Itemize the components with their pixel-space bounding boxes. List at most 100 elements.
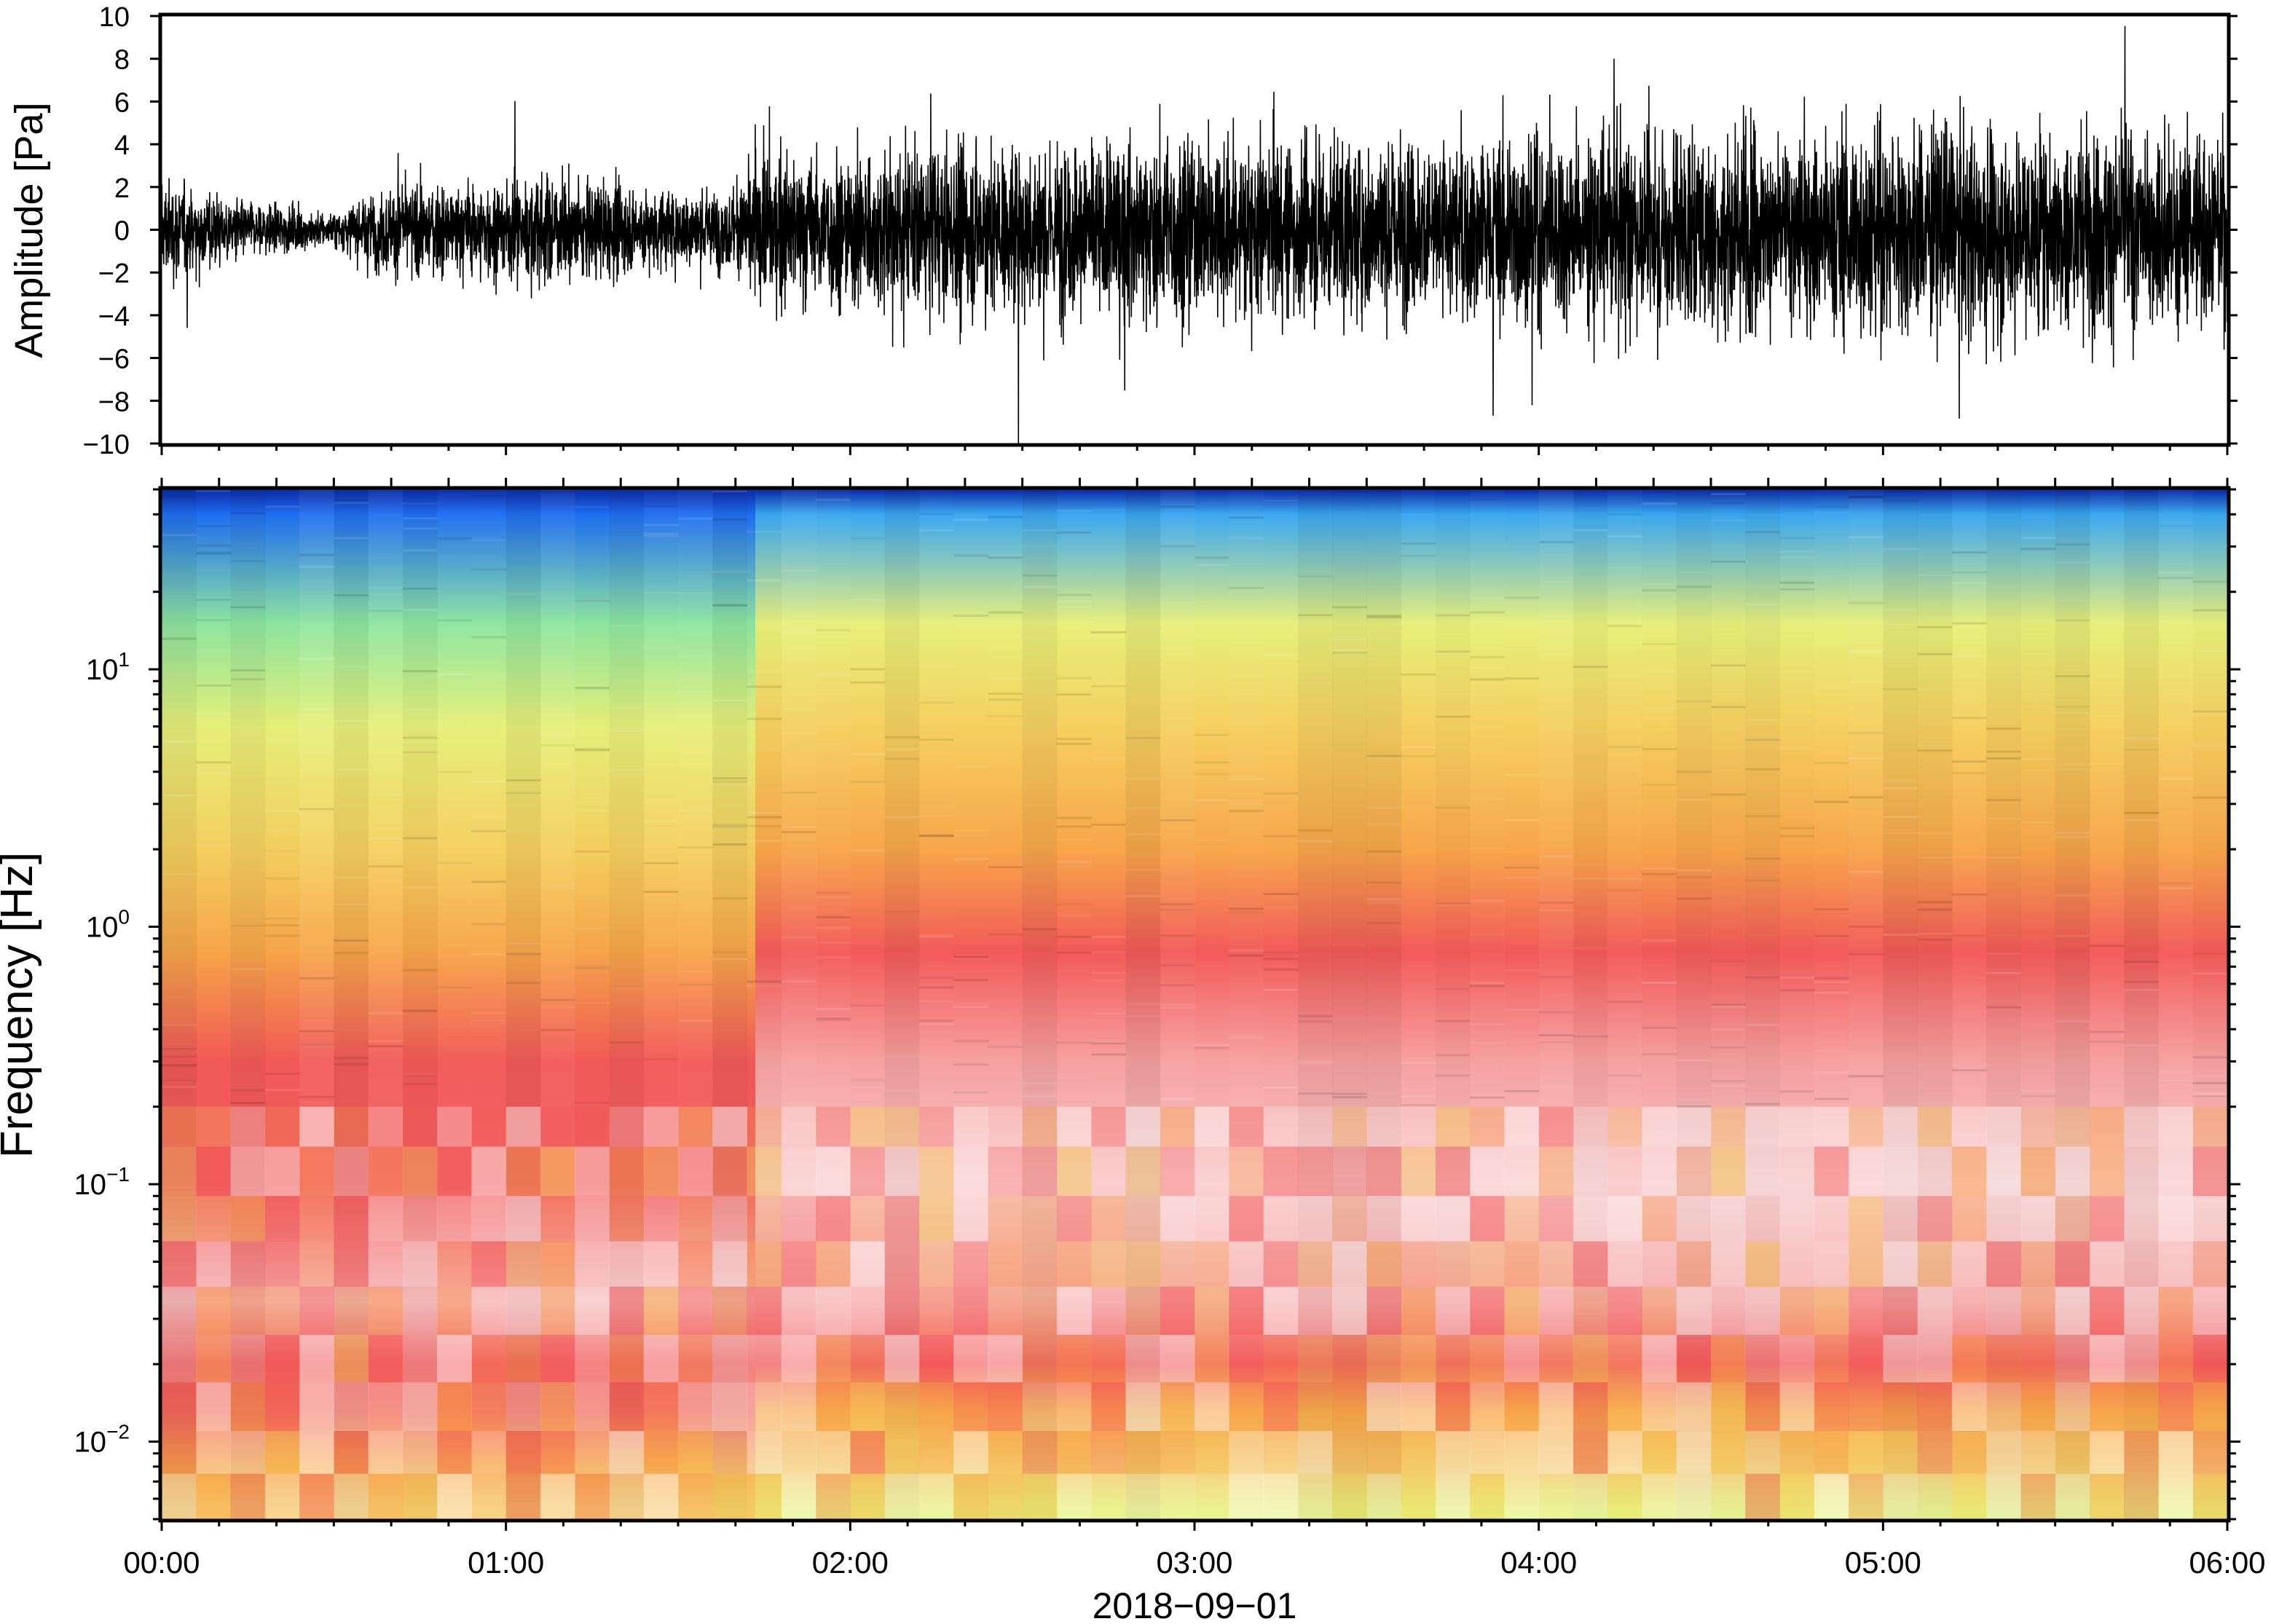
spectrogram-cell [1711, 1382, 1746, 1431]
spectrogram-cell [1366, 1106, 1402, 1147]
spectrogram-cell [953, 1196, 988, 1242]
spectrogram-cell [1917, 1241, 1953, 1287]
spectrogram-streak [1160, 505, 1195, 508]
spectrogram-cell [1745, 1473, 1781, 1519]
spectrogram-streak [2089, 1040, 2125, 1043]
spectrogram-streak [1504, 1009, 1540, 1012]
spectrogram-cell [1435, 1241, 1471, 1287]
spectrogram-streak [1607, 889, 1642, 892]
spectrogram-cell [1125, 1334, 1161, 1383]
spectrogram-streak [196, 551, 232, 554]
spectrogram-streak [471, 674, 507, 677]
spectrogram-cell [1194, 1430, 1229, 1474]
spectrogram-streak [162, 1086, 197, 1089]
spectrogram-streak [505, 792, 541, 795]
spectrogram-streak [2124, 811, 2159, 814]
spectrogram-panel: 10−2 10−1 100 101 00:00 01:00 02:00 03:00 04:00… [0, 478, 2266, 1624]
spectrogram-cell [196, 1146, 232, 1197]
spectrogram-streak [850, 849, 886, 852]
spectrogram-streak [2124, 1048, 2159, 1051]
spectrogram-streak [1779, 835, 1815, 837]
spectrogram-bin [162, 489, 197, 1519]
spectrogram-streak [988, 656, 1023, 659]
spectrogram-streak [2192, 744, 2227, 747]
spectrogram-streak [1849, 731, 1884, 734]
spectrogram-streak [1194, 1044, 1229, 1046]
spectrogram-streak [2055, 894, 2090, 897]
spectrogram-streak [816, 916, 851, 919]
spectrogram-streak [678, 592, 713, 595]
spectrogram-streak [1470, 678, 1505, 681]
spectrogram-streak [850, 537, 886, 540]
spectrogram-streak [609, 1041, 645, 1044]
spectrogram-streak [2055, 705, 2090, 708]
spectrogram-streak [1917, 574, 1953, 577]
spectrogram-streak [1401, 746, 1436, 749]
spectrogram-streak [816, 896, 851, 899]
spectrogram-streak [1056, 693, 1092, 696]
spectrogram-streak [1711, 666, 1746, 669]
waveform-y-axis: 10 8 6 4 2 0 −2 −4 −6 −8 −10 [83, 2, 2237, 460]
spectrogram-cell [1676, 1196, 1712, 1242]
spectrogram-streak [1194, 556, 1229, 559]
spectrogram-streak [609, 730, 645, 733]
spectrogram-streak [1779, 1090, 1815, 1093]
spectrogram-streak [747, 824, 782, 827]
spectrogram-cell [2158, 1146, 2194, 1197]
spectrogram-streak [402, 709, 438, 712]
spectrogram-cell [2192, 1473, 2227, 1519]
spectrogram-streak [1814, 687, 1849, 690]
spectrogram-cell [1056, 1430, 1092, 1474]
spectrogram-cell [1814, 1334, 1849, 1383]
spectrogram-cell [1332, 1473, 1367, 1519]
spectrogram-streak [162, 637, 197, 640]
spectrogram-streak [918, 1022, 954, 1025]
spectrogram-cell [368, 1430, 404, 1474]
spectrogram-cell [1538, 1146, 1574, 1197]
spectrogram-cell [334, 1146, 369, 1197]
spectrogram-streak [988, 933, 1023, 936]
spectrogram-cell [850, 1334, 886, 1383]
spectrogram-streak [1022, 574, 1058, 577]
spectrogram-cell [1160, 1106, 1195, 1147]
spectrogram-cell [2089, 1241, 2125, 1287]
spectrogram-cell [1435, 1430, 1471, 1474]
spectrogram-cell [1573, 1286, 1608, 1335]
spectrogram-cell [1125, 1146, 1161, 1197]
spectrogram-cell [540, 1382, 575, 1431]
spectrogram-cell [505, 1382, 541, 1431]
spectrogram-streak [884, 1089, 920, 1092]
spectrogram-cell [1366, 1196, 1402, 1242]
spectrogram-cell [884, 1430, 920, 1474]
spectrogram-streak [299, 656, 334, 659]
spectrogram-cell [299, 1382, 334, 1431]
spectrogram-cell [471, 1106, 507, 1147]
spectrogram-streak [2055, 561, 2090, 564]
spectrogram-streak [1642, 784, 1677, 787]
spectrogram-streak [1779, 581, 1815, 584]
spectrogram-streak [2055, 832, 2090, 835]
spectrogram-cell [540, 1106, 575, 1147]
spectrogram-cell [816, 1146, 851, 1197]
spectrogram-streak [334, 1057, 369, 1060]
spectrogram-cell [1745, 1382, 1781, 1431]
spectrogram-streak [1125, 869, 1161, 872]
spectrogram-cell [1607, 1196, 1642, 1242]
spectrogram-streak [1160, 1097, 1195, 1100]
spectrogram-streak [953, 835, 988, 837]
spectrogram-y-tick-label: 101 [86, 648, 130, 686]
spectrogram-cell [1229, 1241, 1264, 1287]
spectrogram-cell [1607, 1473, 1642, 1519]
spectrogram-streak [334, 768, 369, 771]
spectrogram-streak [1056, 1076, 1092, 1079]
spectrogram-streak [368, 1012, 404, 1014]
spectrogram-streak [540, 490, 575, 493]
spectrogram-streak [402, 517, 438, 520]
spectrogram-cell [1263, 1146, 1299, 1197]
spectrogram-streak [1332, 649, 1367, 652]
spectrogram-streak [1435, 1074, 1471, 1077]
spectrogram-cell [643, 1286, 679, 1335]
spectrogram-streak [402, 741, 438, 744]
spectrogram-streak [230, 678, 266, 681]
spectrogram-cell [471, 1146, 507, 1197]
